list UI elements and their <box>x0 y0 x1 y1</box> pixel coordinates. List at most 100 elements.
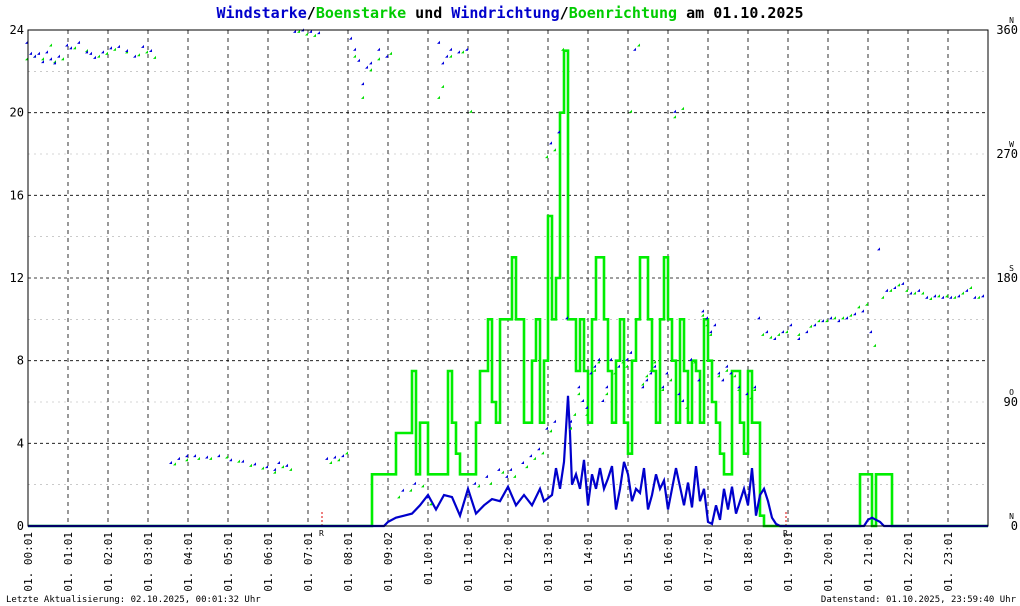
point-windrichtung <box>661 385 665 389</box>
point-windrichtung <box>641 385 645 389</box>
point-boenrichtung <box>513 474 517 478</box>
point-windrichtung <box>805 330 809 334</box>
point-windrichtung <box>53 61 57 65</box>
point-windrichtung <box>109 46 113 50</box>
point-boenrichtung <box>809 324 813 328</box>
point-boenrichtung <box>361 95 365 99</box>
point-boenrichtung <box>953 295 957 299</box>
point-boenrichtung <box>825 319 829 323</box>
point-boenrichtung <box>621 360 625 364</box>
y-tick-label: 20 <box>10 106 24 120</box>
point-boenrichtung <box>421 484 425 488</box>
point-windrichtung <box>577 385 581 389</box>
point-windrichtung <box>585 405 589 409</box>
x-tick-label: 01. 14:01 <box>582 532 595 592</box>
x-tick-label: 01. 09:02 <box>382 532 395 592</box>
point-windrichtung <box>357 58 361 62</box>
point-windrichtung <box>33 54 37 58</box>
point-windrichtung <box>413 481 417 485</box>
point-boenrichtung <box>669 378 673 382</box>
point-windrichtung <box>369 61 373 65</box>
point-windrichtung <box>677 392 681 396</box>
x-tick-label: 01. 19:01 <box>782 532 795 592</box>
point-windrichtung <box>789 323 793 327</box>
point-windrichtung <box>701 309 705 313</box>
point-boenrichtung <box>329 461 333 465</box>
point-windrichtung <box>605 385 609 389</box>
point-boenrichtung <box>489 481 493 485</box>
point-windrichtung <box>877 247 881 251</box>
title-windstarke: Windstarke <box>216 4 306 22</box>
point-windrichtung <box>125 49 129 53</box>
point-boenrichtung <box>145 50 149 54</box>
point-boenrichtung <box>977 295 981 299</box>
point-windrichtung <box>185 454 189 458</box>
x-tick-label: 01. 21:01 <box>862 532 875 592</box>
point-windrichtung <box>425 495 429 499</box>
chart-title: Windstarke/Boenstarke und Windrichtung/B… <box>216 4 803 22</box>
compass-labels: N O S W N <box>1009 16 1014 521</box>
point-windrichtung <box>829 316 833 320</box>
point-windrichtung <box>85 50 89 54</box>
title-boenstarke: Boenstarke <box>316 4 406 22</box>
point-windrichtung <box>853 312 857 316</box>
compass-label: N <box>1009 16 1014 25</box>
point-windrichtung <box>753 385 757 389</box>
series-group <box>25 28 988 528</box>
point-boenrichtung <box>345 451 349 455</box>
point-windrichtung <box>717 371 721 375</box>
point-windrichtung <box>609 357 613 361</box>
point-windrichtung <box>445 54 449 58</box>
point-boenrichtung <box>449 54 453 58</box>
point-boenrichtung <box>273 470 277 474</box>
point-windrichtung <box>589 371 593 375</box>
point-windrichtung <box>909 291 913 295</box>
point-windrichtung <box>365 65 369 69</box>
plot-frame <box>27 29 989 527</box>
point-boenrichtung <box>605 392 609 396</box>
point-boenrichtung <box>569 426 573 430</box>
point-boenrichtung <box>585 412 589 416</box>
x-tick-label: 01. 04:01 <box>182 532 195 592</box>
point-boenrichtung <box>701 313 705 317</box>
point-windrichtung <box>177 456 181 460</box>
series-boenstarke-line <box>28 49 988 528</box>
y-tick-label: 0 <box>17 519 24 533</box>
point-windrichtung <box>141 44 145 48</box>
point-windrichtung <box>725 364 729 368</box>
point-boenrichtung <box>501 470 505 474</box>
point-windrichtung <box>553 419 557 423</box>
point-windrichtung <box>149 49 153 53</box>
point-boenrichtung <box>105 51 109 55</box>
point-boenrichtung <box>841 316 845 320</box>
point-windrichtung <box>89 51 93 55</box>
point-boenrichtung <box>921 291 925 295</box>
point-windrichtung <box>241 459 245 463</box>
point-windrichtung <box>529 454 533 458</box>
point-windrichtung <box>765 330 769 334</box>
point-boenrichtung <box>561 47 565 51</box>
point-windrichtung <box>537 447 541 451</box>
point-windrichtung <box>797 337 801 341</box>
point-windrichtung <box>133 54 137 58</box>
point-boenrichtung <box>881 295 885 299</box>
point-boenrichtung <box>693 360 697 364</box>
point-windrichtung <box>689 357 693 361</box>
point-boenrichtung <box>577 392 581 396</box>
point-windrichtung <box>581 399 585 403</box>
point-boenrichtung <box>429 502 433 506</box>
footer-last-update: Letzte Aktualisierung: 02.10.2025, 00:01… <box>6 595 261 605</box>
point-windrichtung <box>437 40 441 44</box>
point-windrichtung <box>653 364 657 368</box>
point-windrichtung <box>925 295 929 299</box>
x-tick-label: 01. 00:01 <box>22 532 35 592</box>
title-windrichtung: Windrichtung <box>451 4 559 22</box>
point-windrichtung <box>505 474 509 478</box>
point-boenrichtung <box>961 291 965 295</box>
point-boenrichtung <box>785 330 789 334</box>
point-windrichtung <box>885 288 889 292</box>
point-windrichtung <box>617 364 621 368</box>
x-tick-label: 01. 03:01 <box>142 532 155 592</box>
x-tick-label: 01. 18:01 <box>742 532 755 592</box>
point-windrichtung <box>333 455 337 459</box>
